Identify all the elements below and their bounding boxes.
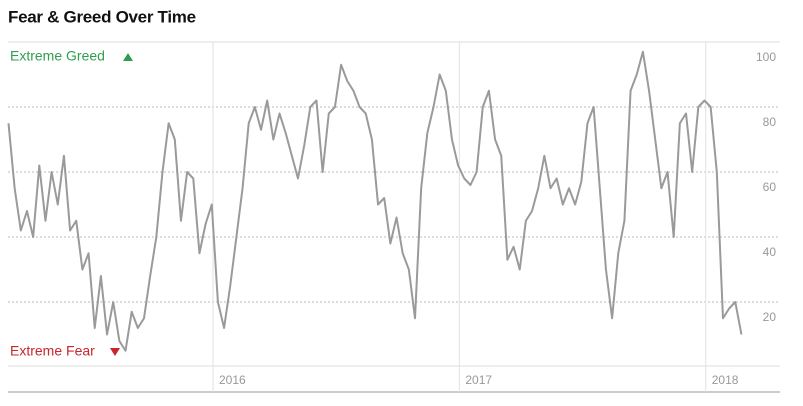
x-tick-label: 2018 [712,373,739,387]
x-tick-label: 2016 [219,373,246,387]
annotation: Extreme Greed [10,48,105,64]
line-series [7,50,743,352]
greed-arrow [123,53,133,61]
chart-title: Fear & Greed Over Time [8,7,196,26]
y-tick-label: 20 [763,310,777,324]
annotation: Extreme Fear [10,343,95,359]
y-tick-label: 80 [763,115,777,129]
y-tick-label: 60 [763,180,777,194]
y-tick-label: 40 [763,245,777,259]
y-tick-label: 100 [756,50,776,64]
x-tick-label: 2017 [465,373,492,387]
fear-arrow [110,348,120,356]
